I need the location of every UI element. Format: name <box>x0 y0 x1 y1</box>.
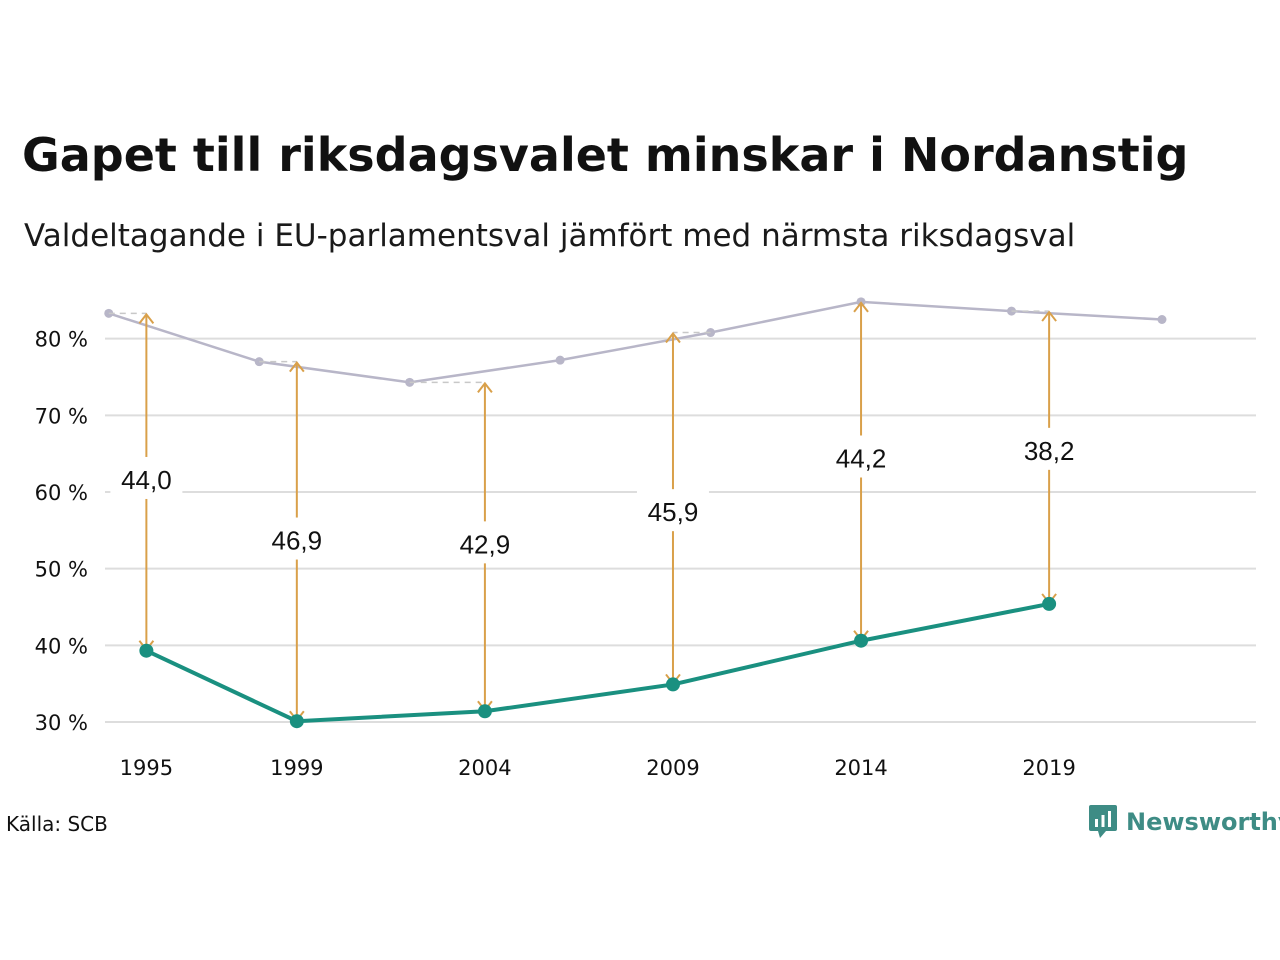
x-tick-label: 1995 <box>120 756 173 780</box>
y-tick-label: 60 % <box>35 481 88 505</box>
x-tick-label: 2009 <box>646 756 699 780</box>
gap-label-bg <box>636 489 709 532</box>
y-tick-label: 50 % <box>35 558 88 582</box>
x-tick-label: 1999 <box>270 756 323 780</box>
gap-label: 46,9 <box>272 526 323 556</box>
gap-label-bg <box>110 456 183 499</box>
x-tick-label: 2004 <box>458 756 511 780</box>
x-tick-label: 2019 <box>1022 756 1075 780</box>
source-note: Källa: SCB <box>6 812 108 836</box>
point-eu-val <box>139 643 154 658</box>
point-eu-val <box>477 704 492 719</box>
gap-label-bg <box>260 517 333 560</box>
y-tick-label: 70 % <box>35 404 88 428</box>
series-line-eu-val <box>145 601 1050 724</box>
gap-arrowhead-top <box>477 381 493 393</box>
chart-title: Gapet till riksdagsvalet minskar i Norda… <box>22 128 1189 182</box>
gap-arrowhead-top <box>665 331 681 344</box>
point-riksdagsval <box>1157 315 1167 324</box>
y-tick-label: 30 % <box>35 711 88 735</box>
point-eu-val <box>289 714 304 729</box>
point-riksdagsval <box>555 355 565 365</box>
gap-label: 44,0 <box>121 465 172 495</box>
point-eu-val <box>1042 596 1057 611</box>
gap-label: 44,2 <box>836 444 887 474</box>
gap-arrowhead-top <box>289 361 305 373</box>
newsworthy-logo-icon <box>1089 805 1117 838</box>
point-eu-val <box>665 677 680 692</box>
gap-label: 45,9 <box>648 497 699 527</box>
gap-label: 42,9 <box>460 529 511 559</box>
chart-subtitle: Valdeltagande i EU-parlamentsval jämfört… <box>24 218 1076 254</box>
gap-label-bg <box>448 521 521 564</box>
series-line-riksdagsval <box>108 300 1163 384</box>
line-chart: 30 % 40 % 50 % 60 % 70 % 80 % 1995 1999 2004 2009… <box>35 297 1256 780</box>
newsworthy-logo: Newsworthy <box>1088 804 1280 840</box>
point-eu-val <box>854 633 869 648</box>
gap-label: 38,2 <box>1024 436 1075 466</box>
gap-arrowhead-top <box>853 301 869 313</box>
y-tick-label: 40 % <box>35 634 88 658</box>
logo-text: Newsworthy <box>1126 808 1280 836</box>
gap-arrowhead-top <box>1041 310 1057 322</box>
gap-label-bg <box>1013 427 1086 470</box>
gap-arrowhead-top <box>138 312 155 324</box>
gap-label-bg <box>825 435 898 478</box>
y-tick-label: 80 % <box>35 328 88 352</box>
x-tick-label: 2014 <box>834 756 887 780</box>
